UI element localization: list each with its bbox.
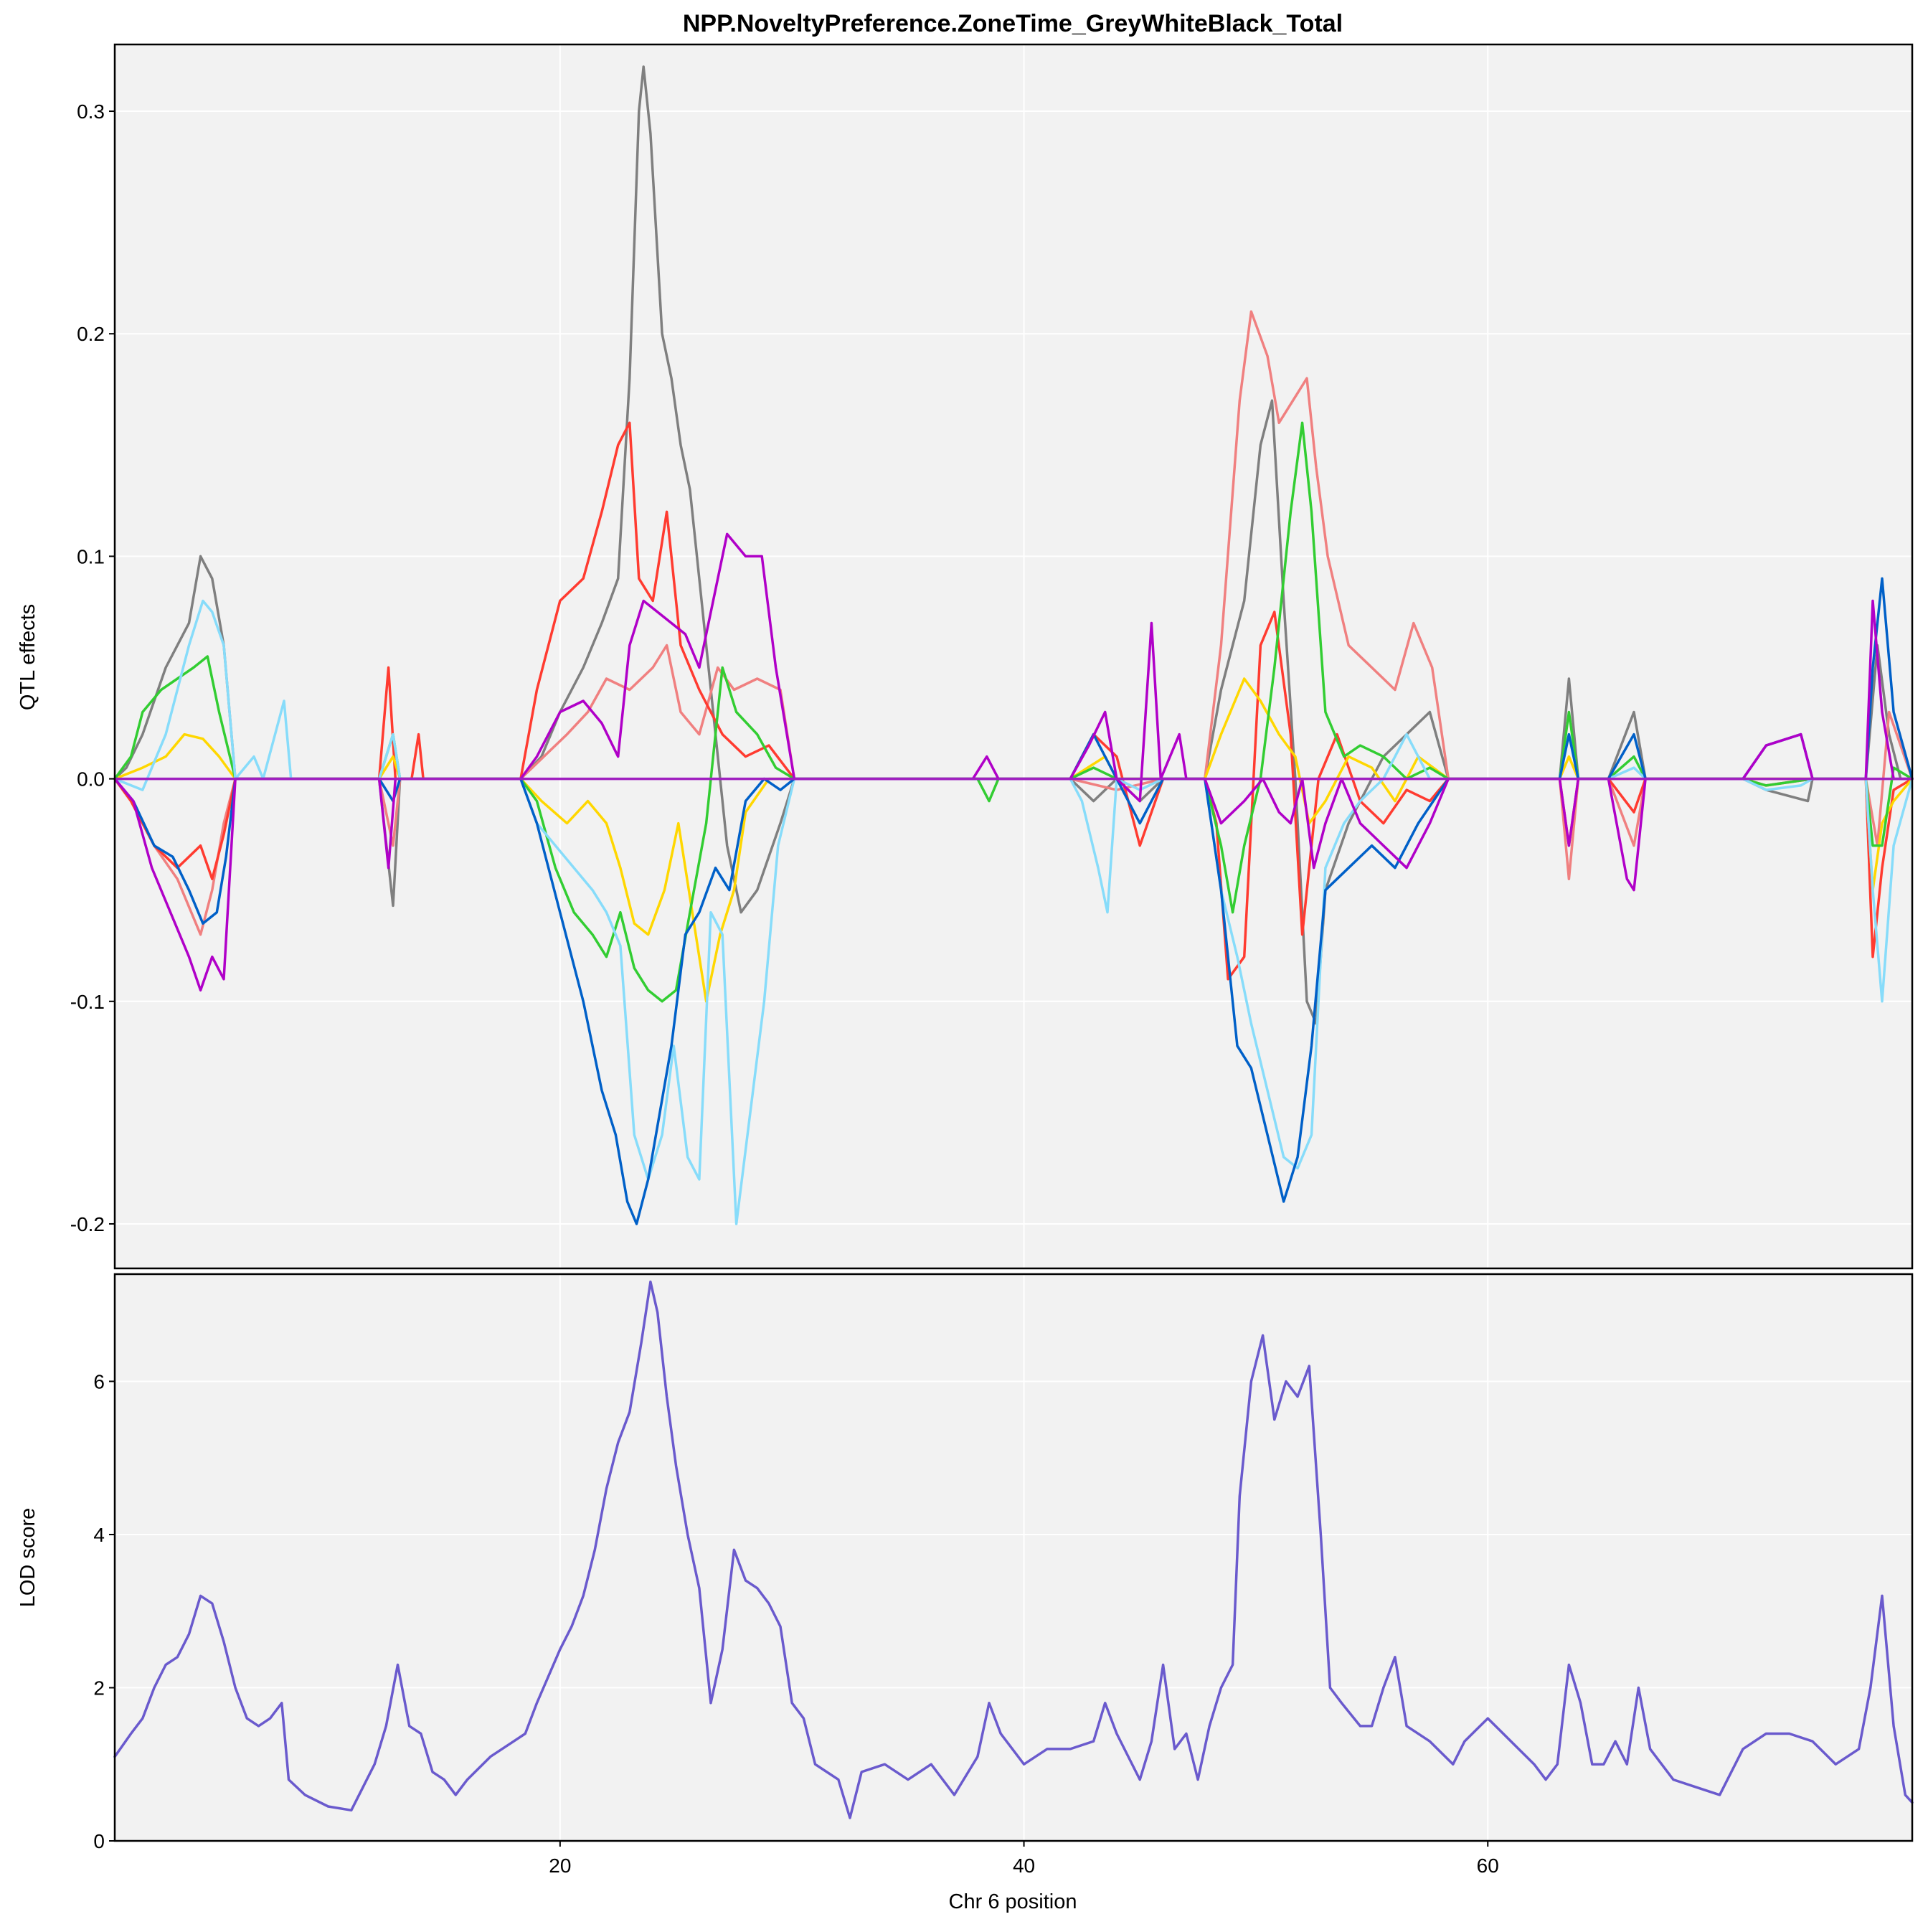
lod-y-tick-label: 4 xyxy=(93,1524,105,1546)
effects-y-tick-label: 0.0 xyxy=(77,768,105,791)
lod-y-tick-label: 0 xyxy=(93,1830,105,1852)
chart-title: NPP.NoveltyPreference.ZoneTime_GreyWhite… xyxy=(683,10,1343,37)
effects-y-tick-label: -0.2 xyxy=(70,1213,105,1235)
effects-y-ticks: -0.2 -0.1 0.0 0.1 0.2 0.3 xyxy=(70,100,115,1235)
lod-y-axis-label: LOD score xyxy=(16,1508,39,1608)
effects-panel-frame xyxy=(113,43,1914,1270)
effects-y-tick-label: 0.2 xyxy=(77,323,105,345)
lod-x-tick-label: 20 xyxy=(549,1855,571,1877)
lod-panel-frame xyxy=(113,1273,1914,1842)
lod-y-tick-label: 6 xyxy=(93,1370,105,1393)
lod-x-ticks: 20 40 60 xyxy=(549,1841,1499,1877)
lod-y-ticks: 0 2 4 6 xyxy=(93,1370,115,1852)
lod-x-tick-label: 60 xyxy=(1477,1855,1499,1877)
effects-y-tick-label: 0.3 xyxy=(77,100,105,123)
lod-panel-background xyxy=(115,1274,1912,1841)
x-axis-label: Chr 6 position xyxy=(949,1890,1077,1913)
effects-series-group xyxy=(113,65,1914,1225)
effects-y-tick-label: 0.1 xyxy=(77,545,105,567)
lod-series-line-0 xyxy=(113,1280,1914,1819)
lod-series-group xyxy=(113,1280,1914,1819)
lod-y-tick-label: 2 xyxy=(93,1677,105,1699)
effects-y-tick-label: -0.1 xyxy=(70,991,105,1013)
lod-x-tick-label: 40 xyxy=(1013,1855,1035,1877)
effects-y-axis-label: QTL effects xyxy=(16,604,39,710)
effects-panel-background xyxy=(115,44,1912,1268)
